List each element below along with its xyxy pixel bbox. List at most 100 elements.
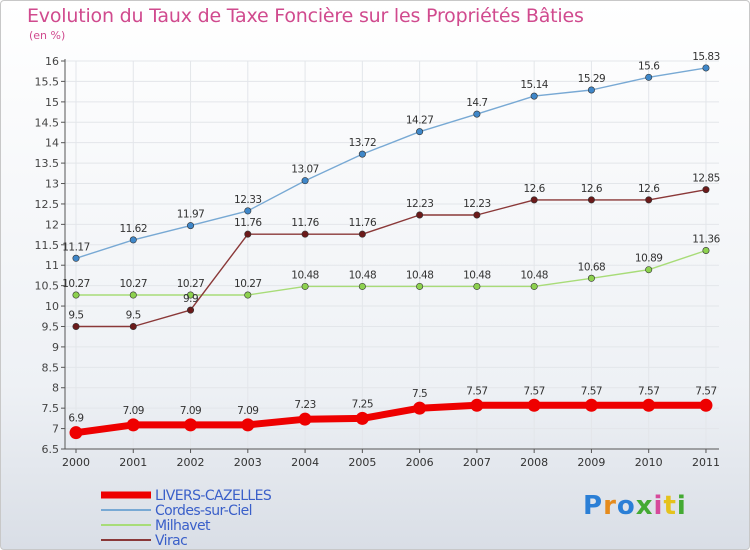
data-label: 10.27 <box>177 278 205 290</box>
data-label: 12.6 <box>638 183 660 195</box>
data-label: 10.48 <box>406 269 434 281</box>
y-tick-label: 11.5 <box>35 239 60 252</box>
logo-letter: i <box>676 491 687 521</box>
data-point <box>72 254 80 262</box>
logo-letter: t <box>663 491 677 521</box>
data-label: 11.97 <box>177 209 205 221</box>
series-livers-cazelles: 6.9 7.09 7.09 7.09 7.23 7.25 7.5 7.57 7.57 7.57 7.… <box>68 385 717 440</box>
data-point <box>184 418 198 432</box>
data-label: 11.76 <box>234 217 262 229</box>
data-point <box>244 230 252 238</box>
data-point <box>413 401 427 415</box>
y-tick-label: 13.5 <box>35 157 60 170</box>
data-label: 10.48 <box>349 269 377 281</box>
data-point <box>473 211 481 219</box>
data-label: 10.27 <box>234 278 262 290</box>
data-point <box>530 282 538 290</box>
data-label: 7.09 <box>180 405 201 417</box>
data-point <box>355 411 369 425</box>
data-label: 13.07 <box>291 164 319 176</box>
data-label: 6.9 <box>68 413 83 425</box>
data-point <box>358 282 366 290</box>
x-tick-label: 2008 <box>520 456 548 469</box>
data-point <box>244 291 252 299</box>
data-point <box>358 150 366 158</box>
series-virac: 9.5 9.5 9.9 11.76 11.76 11.76 12.23 12.23 12.6 12… <box>68 173 720 330</box>
x-tick-label: 2002 <box>177 456 205 469</box>
series-line <box>76 189 707 328</box>
proxiti-logo: Proxiti <box>583 491 687 521</box>
data-label: 12.6 <box>581 183 603 195</box>
data-point <box>416 128 424 136</box>
y-tick-label: 11 <box>45 259 59 272</box>
data-label: 15.14 <box>520 79 548 91</box>
data-label: 12.85 <box>692 173 720 185</box>
y-tick-label: 12 <box>45 218 59 231</box>
data-label: 11.36 <box>692 234 720 246</box>
data-point <box>473 282 481 290</box>
data-point <box>527 398 541 412</box>
data-label: 7.57 <box>523 385 544 397</box>
series-milhavet: 10.27 10.27 10.27 10.27 10.48 10.48 10.48 10.48… <box>62 234 721 299</box>
data-label: 7.57 <box>466 385 487 397</box>
series-line <box>75 401 706 437</box>
data-point <box>187 222 195 230</box>
data-label: 10.27 <box>119 278 147 290</box>
x-tick-label: 2007 <box>463 456 491 469</box>
data-point <box>187 291 195 299</box>
data-point <box>187 306 195 314</box>
data-label: 7.5 <box>412 388 427 400</box>
data-label: 12.6 <box>523 183 545 195</box>
data-point <box>587 196 595 204</box>
data-point <box>530 92 538 100</box>
series-cordes-sur-ciel: 11.17 11.62 11.97 12.33 13.07 13.72 14.27 14.7 1… <box>62 51 720 262</box>
data-label: 7.57 <box>695 385 716 397</box>
x-tick-label: 2003 <box>234 456 262 469</box>
data-point <box>645 196 653 204</box>
x-tick-label: 2011 <box>692 456 720 469</box>
data-point <box>587 274 595 282</box>
x-tick-label: 2006 <box>406 456 434 469</box>
x-tick-label: 2000 <box>62 456 90 469</box>
data-label: 11.76 <box>349 217 377 229</box>
y-tick-label: 8 <box>52 382 59 395</box>
data-point <box>470 398 484 412</box>
data-label: 7.09 <box>237 405 258 417</box>
legend-label: Virac <box>155 533 187 549</box>
data-point <box>301 230 309 238</box>
y-tick-label: 15 <box>45 96 59 109</box>
data-point <box>702 247 710 255</box>
data-label: 10.48 <box>291 269 319 281</box>
data-label: 10.89 <box>635 253 663 265</box>
data-label: 10.48 <box>463 269 491 281</box>
gridlines: 6.5 7 7.5 8 8.5 9 9.5 10 10.5 11 11.5 12 12.5 13 13.5 1… <box>35 55 720 469</box>
y-tick-label: 14.5 <box>35 116 60 129</box>
logo-letter: x <box>635 491 654 521</box>
legend-label: Cordes-sur-Ciel <box>155 503 252 519</box>
data-label: 7.09 <box>123 405 144 417</box>
data-label: 11.76 <box>291 217 319 229</box>
y-tick-label: 13 <box>45 178 59 191</box>
data-point <box>587 86 595 94</box>
data-label: 10.27 <box>62 278 90 290</box>
x-tick-label: 2004 <box>291 456 319 469</box>
y-tick-label: 7.5 <box>42 402 60 415</box>
data-point <box>699 398 713 412</box>
data-point <box>129 291 137 299</box>
data-label: 10.68 <box>578 261 606 273</box>
data-point <box>72 322 80 330</box>
data-label: 14.7 <box>466 97 487 109</box>
data-point <box>645 266 653 274</box>
data-point <box>473 110 481 118</box>
data-point <box>301 177 309 185</box>
data-label: 13.72 <box>349 137 377 149</box>
data-point <box>244 207 252 215</box>
data-point <box>129 236 137 244</box>
legend-label: Milhavet <box>155 518 211 534</box>
data-label: 14.27 <box>406 115 434 127</box>
data-label: 15.29 <box>578 73 606 85</box>
x-tick-label: 2005 <box>348 456 376 469</box>
data-point <box>642 398 656 412</box>
unit-label: (en %) <box>29 29 66 42</box>
